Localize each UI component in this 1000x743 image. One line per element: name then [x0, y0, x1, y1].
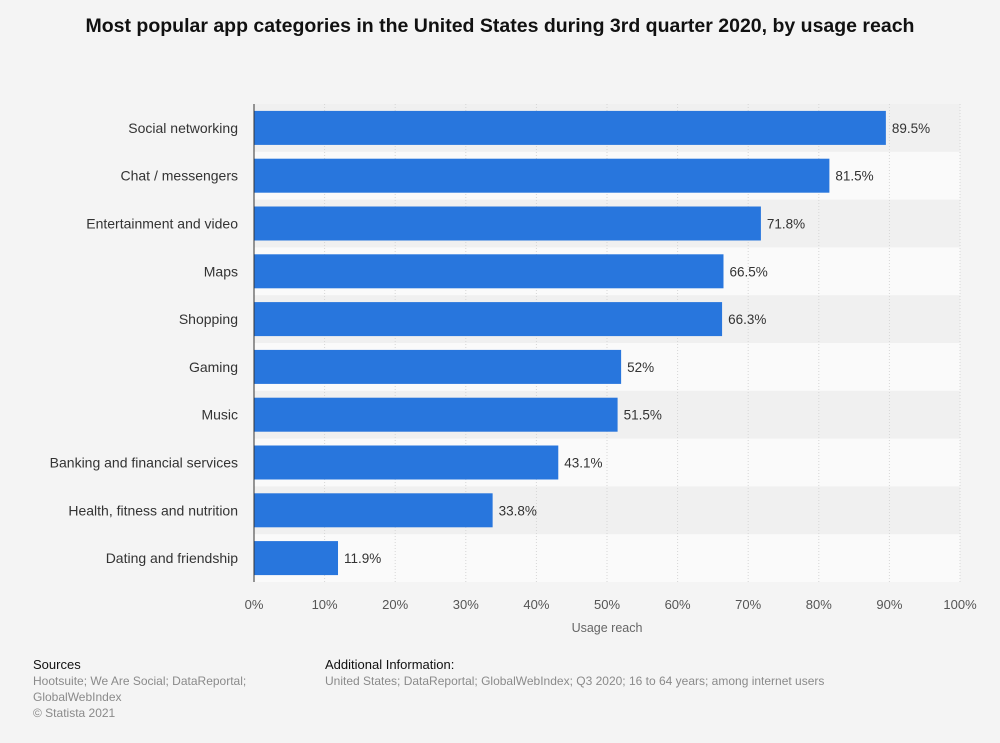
data-label: 89.5%	[892, 121, 930, 136]
data-label: 66.3%	[728, 312, 766, 327]
x-tick-label: 20%	[382, 597, 408, 612]
x-tick-label: 50%	[594, 597, 620, 612]
sources-block: Sources Hootsuite; We Are Social; DataRe…	[33, 657, 283, 721]
category-label: Shopping	[179, 311, 238, 327]
bar	[254, 206, 761, 241]
bar	[254, 110, 886, 145]
category-label: Music	[201, 407, 238, 423]
data-label: 11.9%	[344, 551, 381, 566]
data-label: 71.8%	[767, 217, 805, 232]
data-label: 81.5%	[835, 169, 873, 184]
category-label: Social networking	[128, 120, 238, 136]
category-label: Health, fitness and nutrition	[68, 502, 238, 518]
x-tick-label: 70%	[735, 597, 761, 612]
additional-info-text: United States; DataReportal; GlobalWebIn…	[325, 674, 825, 688]
data-label: 66.5%	[729, 264, 767, 279]
category-label: Dating and friendship	[106, 550, 239, 566]
data-labels: 89.5% 81.5% 71.8% 66.5% 66.3% 52% 51.5% 43.1% 33…	[344, 121, 930, 566]
x-tick-label: 10%	[312, 597, 338, 612]
copyright: © Statista 2021	[33, 706, 116, 720]
bar	[254, 397, 618, 432]
x-tick-label: 60%	[665, 597, 691, 612]
additional-info-block: Additional Information: United States; D…	[325, 657, 965, 689]
x-tick-label: 90%	[876, 597, 902, 612]
category-label: Gaming	[189, 359, 238, 375]
data-label: 52%	[627, 360, 654, 375]
bar	[254, 541, 339, 576]
category-label: Chat / messengers	[121, 168, 239, 184]
x-tick-label: 30%	[453, 597, 479, 612]
chart-title: Most popular app categories in the Unite…	[85, 15, 915, 37]
x-tick-label: 40%	[523, 597, 549, 612]
x-tick-label: 80%	[806, 597, 832, 612]
bar-chart: Social networking Chat / messengers Entert…	[50, 104, 977, 635]
category-label: Entertainment and video	[86, 216, 238, 232]
sources-heading: Sources	[33, 657, 81, 672]
bar	[254, 349, 622, 384]
data-label: 33.8%	[499, 503, 537, 518]
bar	[254, 158, 830, 193]
category-label: Maps	[204, 263, 238, 279]
category-label: Banking and financial services	[50, 455, 238, 471]
x-tick-labels: 0% 10% 20% 30% 40% 50% 60% 70% 80% 90% 100%	[245, 597, 977, 612]
sources-line-2: GlobalWebIndex	[33, 690, 122, 704]
bars	[254, 110, 886, 576]
data-label: 51.5%	[624, 408, 662, 423]
additional-info-heading: Additional Information:	[325, 657, 455, 672]
bar	[254, 493, 493, 528]
category-labels: Social networking Chat / messengers Entert…	[50, 120, 239, 566]
bar	[254, 302, 723, 337]
data-label: 43.1%	[564, 456, 602, 471]
x-tick-label: 0%	[245, 597, 264, 612]
x-tick-label: 100%	[943, 597, 977, 612]
bar	[254, 254, 724, 289]
bar	[254, 445, 559, 480]
x-axis-title: Usage reach	[572, 621, 643, 635]
sources-line-1: Hootsuite; We Are Social; DataReportal;	[33, 674, 247, 688]
